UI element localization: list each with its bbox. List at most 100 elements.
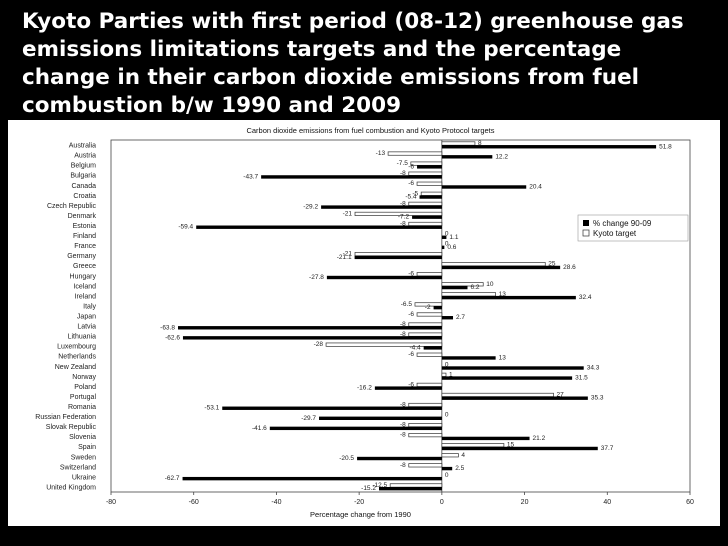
change-bar bbox=[196, 225, 442, 229]
chart-panel: Carbon dioxide emissions from fuel combu… bbox=[8, 120, 720, 526]
change-value-label: -53.1 bbox=[204, 405, 219, 412]
target-bar bbox=[414, 302, 443, 307]
x-tick-labels: -80 -60 -40 -20 0 20 40 60 bbox=[106, 499, 694, 506]
target-bar bbox=[441, 262, 546, 267]
category-label: Latvia bbox=[77, 324, 96, 331]
change-value-label: -62.6 bbox=[165, 334, 180, 341]
change-bar bbox=[441, 396, 588, 400]
category-label: Germany bbox=[67, 253, 96, 260]
category-label: Croatia bbox=[73, 193, 96, 200]
chart-title: Carbon dioxide emissions from fuel combu… bbox=[246, 126, 494, 135]
change-bar bbox=[441, 376, 573, 380]
target-bar bbox=[416, 312, 443, 317]
change-value-label: -43.7 bbox=[243, 173, 258, 180]
target-bar bbox=[441, 292, 496, 297]
target-value-label: 0 bbox=[445, 231, 449, 238]
target-value-label: 15 bbox=[507, 442, 515, 449]
category-label: Hungary bbox=[70, 273, 97, 280]
target-bar bbox=[354, 252, 443, 257]
category-label: Romania bbox=[68, 404, 96, 411]
change-bar bbox=[261, 175, 442, 179]
target-bar bbox=[354, 211, 443, 216]
change-bar bbox=[441, 155, 493, 159]
change-bar bbox=[182, 476, 442, 481]
target-bar bbox=[416, 181, 443, 186]
change-value-label: -29.7 bbox=[301, 415, 316, 422]
change-value-label: 37.7 bbox=[601, 445, 614, 452]
target-bar bbox=[441, 453, 459, 458]
target-bar bbox=[441, 443, 505, 448]
change-value-label: 0.6 bbox=[447, 244, 456, 251]
category-label: Switzerland bbox=[60, 464, 96, 471]
category-label: Slovenia bbox=[69, 434, 96, 441]
change-bar bbox=[423, 346, 442, 350]
target-value-label: 27 bbox=[557, 391, 565, 398]
category-label: Sweden bbox=[71, 454, 96, 461]
target-bar bbox=[408, 433, 443, 438]
target-value-label: -6.5 bbox=[401, 301, 413, 308]
change-bar bbox=[419, 195, 442, 199]
target-value-label: -6 bbox=[408, 351, 414, 358]
change-value-label: -6 bbox=[408, 163, 414, 170]
change-value-label: 2.5 bbox=[455, 465, 464, 472]
change-value-label: -41.6 bbox=[252, 425, 267, 432]
change-value-label: -21.1 bbox=[337, 254, 352, 261]
change-value-label: -63.8 bbox=[160, 324, 175, 331]
target-bar bbox=[410, 161, 443, 166]
category-label: Luxembourg bbox=[57, 344, 96, 351]
target-value-label: -7.5 bbox=[397, 160, 409, 167]
legend-label-target: Kyoto target bbox=[593, 229, 637, 238]
target-value-label: -6 bbox=[408, 311, 414, 318]
change-bar bbox=[441, 366, 584, 370]
category-labels: Australia Austria Belgium Bulgaria Canada Cro… bbox=[35, 143, 96, 492]
change-bar bbox=[417, 165, 442, 169]
target-value-label: 8 bbox=[478, 140, 482, 147]
legend-swatch-change bbox=[583, 220, 589, 226]
change-value-label: 21.2 bbox=[533, 435, 546, 442]
target-value-label: -8 bbox=[400, 401, 406, 408]
target-value-label: -6 bbox=[408, 271, 414, 278]
x-tick-label: 60 bbox=[686, 499, 694, 506]
target-bar bbox=[441, 392, 554, 397]
target-value-label: 25 bbox=[548, 261, 556, 268]
category-label: Bulgaria bbox=[70, 173, 96, 180]
change-value-label: -5.4 bbox=[405, 194, 417, 201]
change-bar bbox=[321, 205, 442, 209]
category-label: Belgium bbox=[71, 163, 96, 170]
change-bar bbox=[222, 406, 442, 410]
change-value-label: 6.2 bbox=[470, 284, 479, 291]
change-bar bbox=[374, 386, 442, 390]
x-tick-label: -20 bbox=[354, 499, 364, 506]
change-bar bbox=[412, 215, 442, 219]
target-value-label: -8 bbox=[400, 432, 406, 439]
change-bar bbox=[441, 265, 561, 270]
category-label: Ireland bbox=[75, 293, 97, 300]
category-label: Canada bbox=[71, 183, 96, 190]
change-bar bbox=[441, 446, 598, 451]
target-value-label: -6 bbox=[408, 180, 414, 187]
value-labels: 8 51.8-13 12.2-7.5 -6-8-43.7-6 20.4-5-5.4-8-… bbox=[160, 140, 672, 492]
category-label: Estonia bbox=[73, 223, 96, 230]
target-bar bbox=[408, 463, 443, 468]
chart-bars bbox=[177, 141, 657, 491]
change-value-label: 51.8 bbox=[659, 143, 672, 150]
target-bar bbox=[389, 483, 443, 488]
change-bar bbox=[441, 145, 657, 149]
target-value-label: -8 bbox=[400, 331, 406, 338]
target-value-label: -8 bbox=[400, 321, 406, 328]
change-value-label: -62.7 bbox=[165, 475, 180, 482]
target-bar bbox=[420, 191, 443, 196]
legend-label-change: % change 90-09 bbox=[593, 219, 652, 228]
category-label: Iceland bbox=[73, 283, 96, 290]
category-label: New Zealand bbox=[55, 364, 96, 371]
change-bar bbox=[441, 295, 576, 300]
category-label: Portugal bbox=[70, 394, 97, 401]
plot-frame bbox=[110, 139, 691, 493]
category-label: Slovak Republic bbox=[46, 424, 97, 431]
x-tick-label: -40 bbox=[271, 499, 281, 506]
change-value-label: -7.2 bbox=[398, 214, 410, 221]
x-tick-label: -80 bbox=[106, 499, 116, 506]
change-value-label: 13 bbox=[499, 354, 507, 361]
change-bar bbox=[441, 235, 447, 239]
target-value-label: 0 bbox=[445, 472, 449, 479]
